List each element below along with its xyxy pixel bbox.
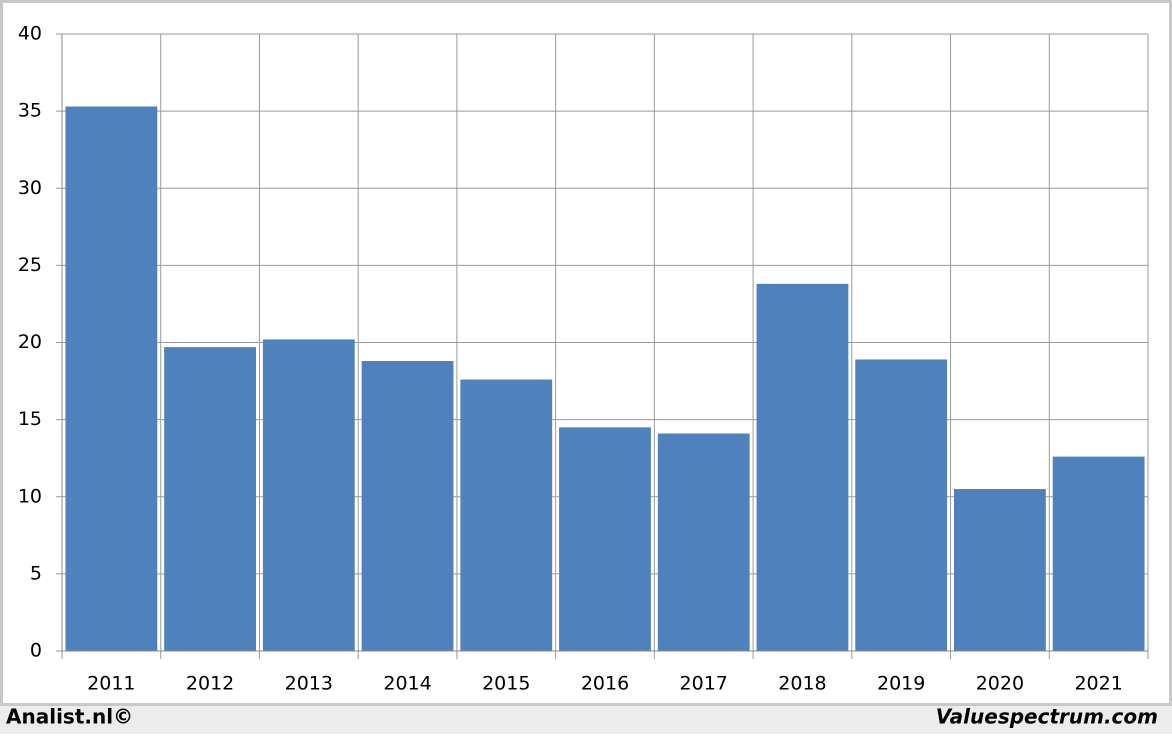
bar	[460, 379, 553, 651]
bar	[756, 283, 849, 651]
bar	[1052, 456, 1145, 651]
y-tick-label: 10	[18, 485, 42, 507]
y-tick-label: 0	[30, 640, 42, 662]
y-tick-label: 15	[18, 408, 42, 430]
y-tick-label: 25	[18, 254, 42, 276]
y-tick-label: 20	[18, 331, 42, 353]
x-tick-label: 2015	[482, 673, 530, 695]
bar	[361, 361, 454, 651]
x-tick-label: 2012	[186, 673, 234, 695]
y-tick-label: 40	[18, 23, 42, 45]
x-tick-label: 2021	[1074, 673, 1122, 695]
x-tick-label: 2014	[383, 673, 431, 695]
x-tick-label: 2011	[87, 673, 135, 695]
x-tick-label: 2013	[285, 673, 333, 695]
bar	[657, 433, 750, 651]
source-right: Valuespectrum.com	[936, 705, 1158, 729]
bar	[65, 106, 158, 651]
x-tick-label: 2016	[581, 673, 629, 695]
x-tick-label: 2018	[778, 673, 826, 695]
bar	[855, 359, 948, 651]
bar	[559, 427, 651, 651]
source-left: Analist.nl©	[6, 705, 133, 729]
y-tick-label: 5	[30, 562, 42, 584]
x-tick-label: 2020	[976, 673, 1024, 695]
bar	[262, 339, 355, 651]
x-tick-label: 2017	[680, 673, 728, 695]
y-tick-label: 30	[18, 177, 42, 199]
x-tick-label: 2019	[877, 673, 925, 695]
y-tick-label: 35	[18, 100, 42, 122]
bar	[164, 347, 256, 651]
bar	[954, 489, 1046, 651]
